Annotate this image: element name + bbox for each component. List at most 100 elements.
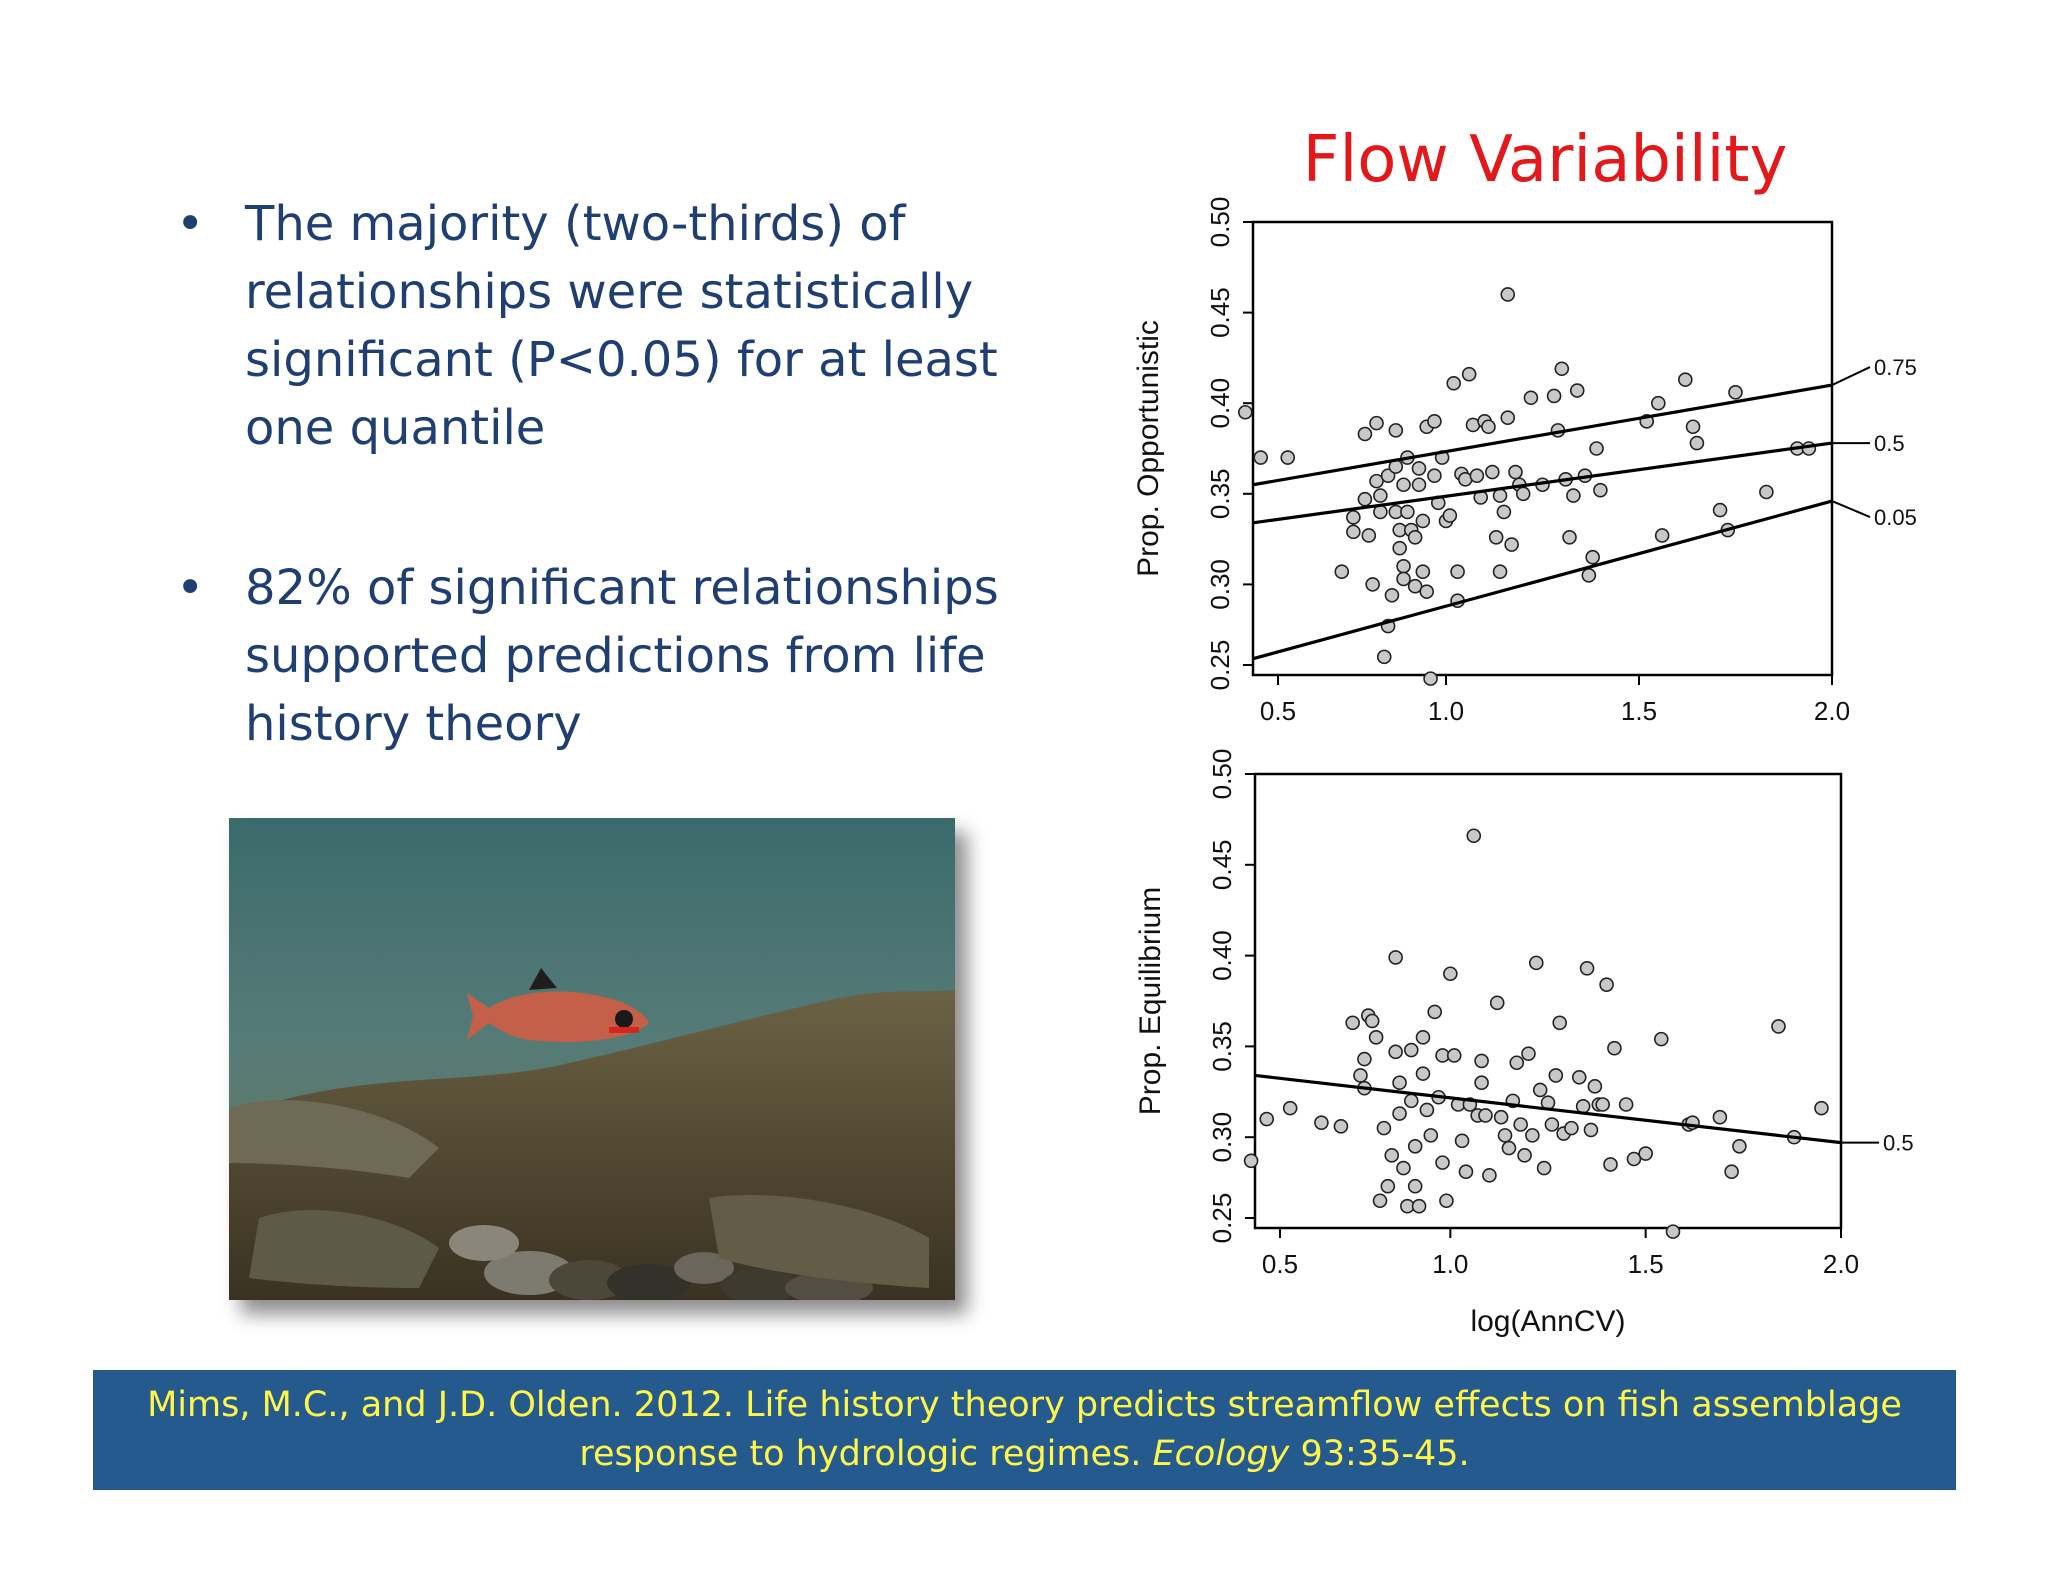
quantile-label: 0.5 — [1883, 1131, 1914, 1156]
data-point — [1415, 1066, 1431, 1081]
y-tick-label: 0.50 — [1205, 197, 1235, 248]
data-point — [1569, 383, 1585, 398]
y-tick-label: 0.50 — [1207, 749, 1237, 800]
data-point — [1554, 361, 1570, 377]
data-point — [1443, 966, 1458, 982]
data-point — [1587, 1079, 1603, 1094]
data-point — [1771, 1019, 1786, 1034]
x-tick-label: 0.5 — [1260, 696, 1296, 726]
x-tick-label: 1.0 — [1432, 1249, 1468, 1279]
data-point — [1589, 441, 1604, 456]
x-tick-label: 1.5 — [1628, 1249, 1664, 1279]
data-point — [1380, 468, 1396, 483]
bullet-glyph: • — [176, 196, 205, 252]
fish-photo-image — [229, 818, 955, 1300]
data-point — [1485, 464, 1500, 480]
data-point — [1474, 1053, 1489, 1069]
data-point — [1728, 385, 1743, 400]
data-point — [1562, 529, 1577, 545]
data-point — [1353, 1068, 1368, 1083]
citation-line-2-prefix: response to hydrologic regimes. — [579, 1434, 1153, 1474]
data-point — [1407, 1138, 1423, 1154]
data-point — [1488, 529, 1504, 545]
data-point — [1364, 1013, 1380, 1029]
data-point — [1466, 828, 1482, 844]
data-point — [1651, 395, 1666, 411]
data-point — [1314, 1115, 1329, 1130]
data-point — [1575, 1099, 1591, 1114]
data-point — [1396, 1160, 1411, 1176]
y-tick-label: 0.25 — [1205, 640, 1235, 691]
data-point — [1528, 955, 1544, 971]
data-point — [1365, 577, 1380, 592]
data-point — [1388, 423, 1404, 438]
data-point — [1593, 482, 1608, 498]
fish-photo — [229, 818, 955, 1300]
data-point — [1585, 549, 1600, 565]
data-point — [1523, 390, 1539, 406]
data-point — [1407, 578, 1423, 594]
data-point — [1373, 488, 1388, 503]
data-point — [1392, 1106, 1407, 1121]
data-point — [1396, 477, 1411, 493]
data-point — [1380, 1178, 1396, 1194]
data-point — [1419, 1102, 1435, 1118]
data-point — [1396, 558, 1411, 574]
data-point — [1712, 502, 1728, 518]
plot-frame — [1253, 772, 1843, 1230]
data-point — [1411, 461, 1427, 476]
data-point — [1400, 504, 1415, 520]
citation-box: Mims, M.C., and J.D. Olden. 2012. Life h… — [93, 1370, 1956, 1490]
data-point — [1478, 1108, 1493, 1123]
data-point — [1454, 1133, 1470, 1149]
data-point — [1583, 1122, 1599, 1138]
data-point — [1446, 1048, 1462, 1063]
quantile-line — [1252, 499, 1833, 661]
data-point — [1384, 587, 1400, 603]
bullet-list: • The majority (two-thirds) of relations… — [170, 190, 1030, 758]
data-point — [1392, 1075, 1407, 1091]
data-point — [1497, 1128, 1513, 1143]
data-point — [1237, 404, 1253, 420]
data-point — [1481, 419, 1496, 435]
data-point — [1689, 435, 1705, 451]
bullet-item: • The majority (two-thirds) of relations… — [170, 190, 1030, 462]
x-tick-label: 2.0 — [1823, 1249, 1859, 1279]
data-point — [1500, 287, 1516, 302]
citation-line-2-suffix: 93:35-45. — [1289, 1434, 1470, 1474]
x-axis-label: log(AnnCV) — [1470, 1305, 1625, 1338]
data-point — [1517, 1148, 1532, 1163]
data-point — [1392, 540, 1407, 556]
quantile-label: 0.5 — [1874, 431, 1905, 456]
data-point — [1333, 1119, 1349, 1134]
data-point — [1458, 1164, 1474, 1180]
data-point — [1474, 1075, 1489, 1091]
data-point — [1388, 950, 1403, 965]
data-point — [1461, 366, 1477, 382]
data-point — [1552, 1015, 1568, 1031]
quantile-line — [1252, 441, 1833, 525]
data-point — [1334, 564, 1350, 580]
data-point — [1450, 564, 1465, 580]
data-point — [1599, 977, 1614, 992]
x-tick-label: 0.5 — [1262, 1249, 1298, 1279]
y-axis-label: Prop. Opportunistic — [1132, 320, 1165, 577]
quantile-line — [1252, 383, 1833, 487]
data-point — [1407, 1178, 1423, 1194]
data-point — [1492, 488, 1508, 503]
data-point — [1579, 961, 1595, 976]
x-tick-label: 1.0 — [1428, 696, 1464, 726]
data-point — [1439, 1193, 1454, 1209]
quantile-leader — [1831, 366, 1871, 386]
plot-frame — [1251, 220, 1834, 677]
data-point — [1482, 1168, 1497, 1183]
data-point — [1732, 1138, 1747, 1154]
data-point — [1469, 468, 1485, 483]
data-point — [1415, 513, 1431, 529]
quantile-line — [1254, 1073, 1842, 1145]
data-point — [1489, 995, 1505, 1011]
data-point — [1814, 1100, 1829, 1116]
data-point — [1427, 414, 1442, 429]
data-point — [1384, 1148, 1400, 1163]
data-point — [1685, 419, 1701, 435]
